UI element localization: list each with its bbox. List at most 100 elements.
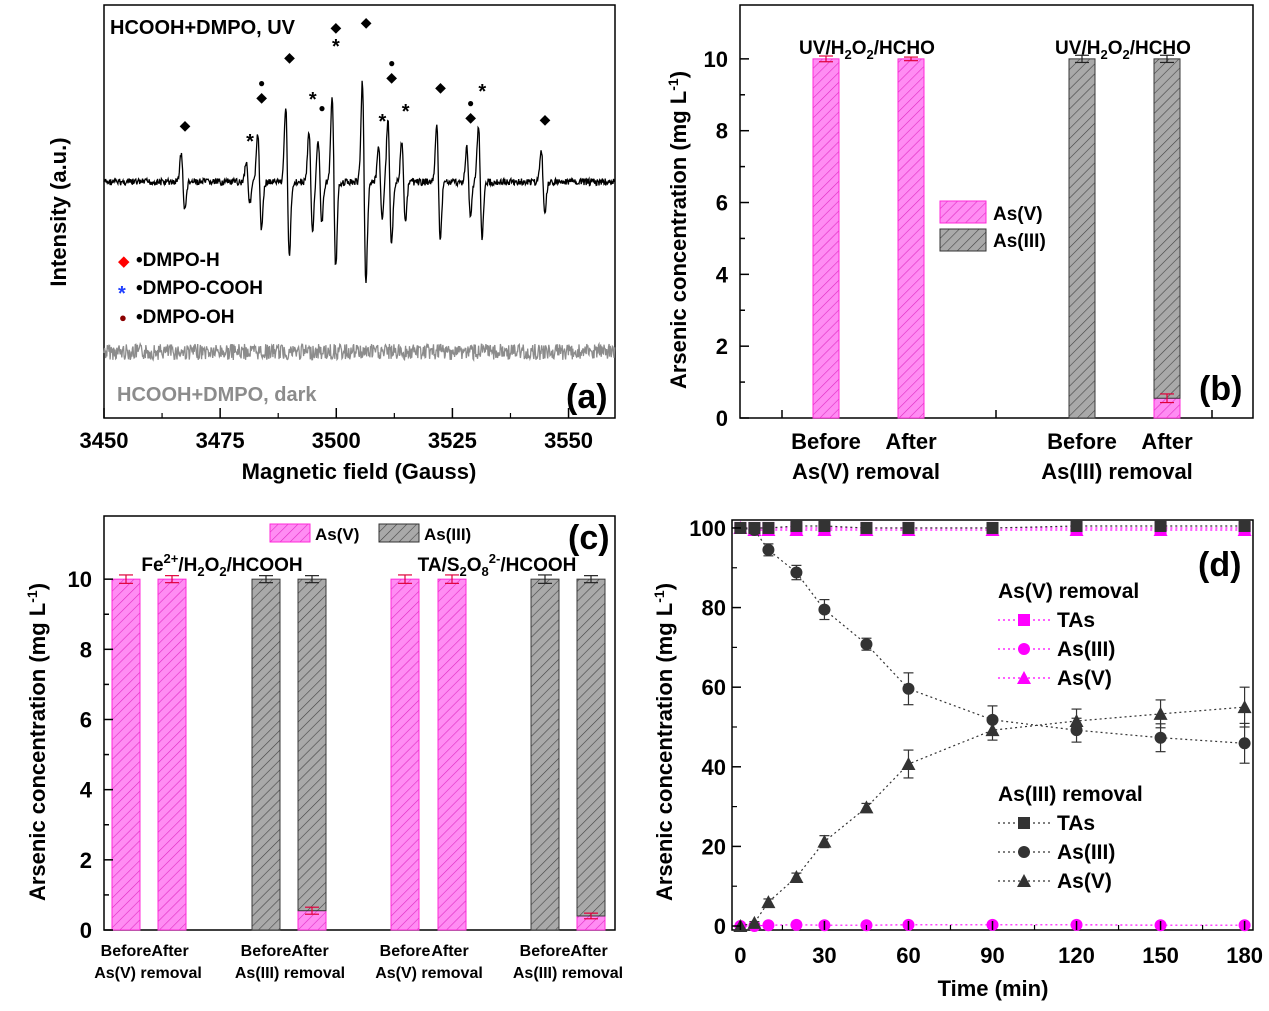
peak-marker-dmpo-cooh: *	[332, 36, 340, 58]
category-label-after: After	[1141, 429, 1193, 454]
panel-c-legend-as5-swatch	[269, 523, 311, 543]
legend-as3-swatch	[939, 228, 987, 252]
x-tick-label-30: 30	[812, 943, 836, 968]
legend-group-title-0: As(V) removal	[998, 580, 1139, 603]
bar-as3-after	[297, 578, 327, 912]
bar-as3-before	[251, 578, 281, 931]
category-label-after: After	[291, 943, 328, 960]
panel-c-y-ticks: 0 2 4 6 8 10	[68, 567, 113, 943]
panel-b-group-title-1: UV/H2O2/HCHO	[799, 38, 935, 62]
bar-as5-before	[390, 578, 420, 931]
x-tick-label-60: 60	[896, 943, 920, 968]
panel-c-legend: As(V) As(III)	[269, 523, 471, 544]
y-tick-label-10: 10	[68, 567, 92, 592]
legend-marker-triangle	[1017, 671, 1031, 684]
data-point-as3-removal-asiii	[748, 523, 761, 536]
panel-d-series	[733, 519, 1252, 933]
data-point-as3-removal-asv	[1237, 700, 1252, 714]
data-point-as3-removal-asiii	[860, 638, 873, 651]
peak-marker-dmpo-cooh: *	[478, 81, 486, 103]
panel-d: 0 30 60 90 120 150 180 0 20 40 60 80 100 As(V) remov…	[651, 516, 1263, 1001]
y-tick-label-2: 2	[716, 334, 728, 359]
panel-a-letter: (a)	[566, 378, 608, 416]
legend-label: As(III)	[1057, 841, 1115, 864]
legend-dmpo-oh-label: •DMPO-OH	[136, 307, 234, 328]
peak-marker-dmpo-cooh: *	[379, 111, 387, 133]
panel-c-letter: (c)	[568, 519, 610, 557]
legend-marker-square	[1018, 817, 1030, 829]
y-tick-label-2: 2	[80, 848, 92, 873]
y-tick-label-20: 20	[702, 834, 726, 859]
data-point-as3-removal-tas	[790, 519, 803, 532]
y-tick-label-10: 10	[704, 47, 728, 72]
data-point-as3-removal-tas	[1070, 519, 1083, 532]
category-label-before: Before	[1047, 429, 1117, 454]
legend-label: As(III)	[1057, 638, 1115, 661]
panel-c-group-title-2: TA/S2O82-/HCOOH	[418, 551, 577, 579]
legend-marker-circle	[1018, 643, 1030, 655]
panel-b: 0 2 4 6 8 10 UV/H2O2/HCHO UV/H2O2/HCHO As(V) …	[665, 4, 1254, 484]
panel-c: 0 2 4 6 8 10 As(V) As(III) Fe2+/H2O2/HCOOH TA…	[24, 515, 623, 982]
y-tick-label-8: 8	[80, 637, 92, 662]
category-label-before: Before	[380, 943, 431, 960]
legend-group-title-1: As(III) removal	[998, 783, 1143, 806]
y-tick-label-6: 6	[80, 707, 92, 732]
peak-marker-dmpo-h: ◆	[540, 111, 551, 127]
peak-marker-dmpo-h: ◆	[465, 109, 476, 125]
panel-d-ylabel: Arsenic concentration (mg L-1)	[651, 583, 677, 901]
panel-a-x-ticks: 3450 3475 3500 3525 3550	[80, 408, 593, 453]
bar-as5-after	[157, 578, 187, 931]
peak-marker-dmpo-cooh: *	[402, 101, 410, 123]
data-point-as3-removal-asiii	[790, 566, 803, 579]
bar-as3-before	[1068, 58, 1096, 419]
peak-marker-dmpo-h: ◆	[284, 49, 295, 65]
peak-marker-dmpo-oh: ●	[467, 96, 474, 110]
panel-c-group-title-1: Fe2+/H2O2/HCOOH	[141, 551, 302, 579]
panel-c-legend-as3-label: As(III)	[424, 525, 471, 544]
panel-a-dark-label: HCOOH+DMPO, dark	[117, 384, 317, 406]
peak-marker-dmpo-cooh: *	[246, 131, 254, 153]
y-tick-label-8: 8	[716, 119, 728, 144]
category-label-before: Before	[241, 943, 292, 960]
data-point-as3-removal-asiii	[818, 603, 831, 616]
y-tick-label-4: 4	[716, 262, 729, 287]
legend-label: As(V)	[1057, 667, 1112, 690]
peak-marker-dmpo-h: ◆	[331, 19, 342, 35]
x-tick-label-120: 120	[1058, 943, 1095, 968]
x-tick-label-3500: 3500	[312, 428, 361, 453]
legend-dmpo-h-marker: ◆	[118, 253, 130, 270]
panel-b-ylabel: Arsenic concentration (mg L-1)	[665, 71, 691, 389]
panel-b-y-ticks: 0 2 4 6 8 10	[704, 47, 749, 431]
group-label-1: As(III) removal	[235, 965, 345, 982]
peak-marker-dmpo-oh: ●	[258, 76, 265, 90]
peak-marker-dmpo-oh: ●	[388, 56, 395, 70]
panel-d-letter: (d)	[1198, 546, 1241, 584]
panel-a-xlabel: Magnetic field (Gauss)	[242, 459, 477, 484]
group-label-3: As(III) removal	[513, 965, 623, 982]
data-point-as3-removal-asv	[747, 915, 762, 929]
legend-as5-label: As(V)	[993, 204, 1043, 225]
panel-c-frame	[103, 515, 616, 931]
panel-d-legend: As(V) removal TAs As(III) As(V) As(III) remo…	[998, 580, 1143, 893]
y-tick-label-60: 60	[702, 675, 726, 700]
data-point-as3-removal-asv	[761, 895, 776, 909]
category-label-before: Before	[101, 943, 152, 960]
panel-b-group-title-2: UV/H2O2/HCHO	[1055, 38, 1191, 62]
panel-d-xlabel: Time (min)	[938, 976, 1049, 1001]
group-label-0: As(V) removal	[792, 459, 940, 484]
panel-c-categories: Before After Before After Before After Before A…	[94, 943, 623, 982]
peak-marker-dmpo-h: ◆	[386, 69, 397, 85]
dark-spectrum-line	[103, 341, 616, 363]
category-label-after: After	[570, 943, 607, 960]
panel-d-ticks: 0 30 60 90 120 150 180 0 20 40 60 80 100	[689, 516, 1263, 968]
bar-as5-before	[111, 578, 141, 931]
legend-dmpo-oh-marker: ●	[119, 310, 127, 325]
y-tick-label-0: 0	[80, 918, 92, 943]
group-label-1: As(III) removal	[1041, 459, 1193, 484]
panel-a-peak-markers: ◆*◆●◆* ●*◆ ◆*◆●*◆◆● *◆	[180, 14, 551, 153]
panel-b-letter: (b)	[1199, 370, 1242, 408]
data-point-as3-removal-tas	[1154, 519, 1167, 532]
data-point-as3-removal-asv	[817, 834, 832, 848]
panel-a-frame	[103, 4, 616, 419]
